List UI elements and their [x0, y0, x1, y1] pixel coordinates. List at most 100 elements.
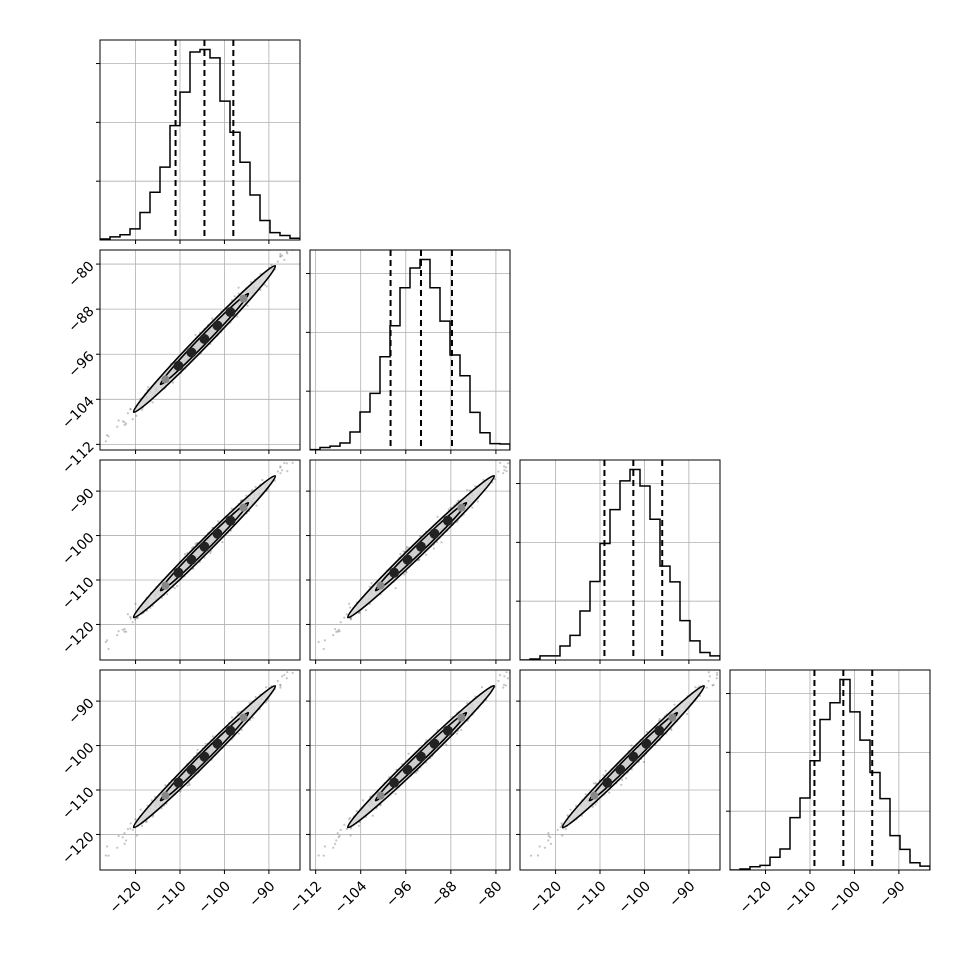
- histogram-step: [100, 48, 300, 240]
- sample-point: [497, 470, 500, 473]
- sample-point: [417, 558, 420, 562]
- histogram-step: [310, 258, 510, 450]
- sample-point: [187, 782, 191, 785]
- density-dot: [429, 528, 440, 539]
- sample-point: [343, 616, 346, 619]
- sample-point: [280, 675, 284, 678]
- density-dot: [415, 541, 426, 552]
- sample-point: [515, 457, 517, 459]
- sample-point: [504, 466, 508, 469]
- sample-point: [129, 827, 132, 830]
- sample-point: [139, 808, 142, 811]
- sample-point: [279, 255, 282, 258]
- y-tick-label: −80: [65, 258, 97, 290]
- sample-point: [418, 535, 422, 538]
- sample-point: [285, 462, 288, 465]
- sample-point: [503, 469, 506, 472]
- sample-point: [107, 647, 110, 651]
- density-dot: [402, 554, 413, 565]
- panel-frame: [99, 459, 301, 661]
- density-dot: [442, 515, 453, 526]
- sample-point: [349, 618, 353, 621]
- sample-point: [131, 418, 134, 421]
- sample-point: [217, 520, 220, 523]
- panel-1-0: −112−104−96−88−80: [59, 249, 301, 478]
- sample-point: [322, 647, 325, 651]
- sample-point: [251, 488, 254, 492]
- sample-point: [196, 748, 199, 751]
- sample-point: [123, 421, 126, 424]
- sample-point: [405, 548, 408, 551]
- panel-frame: [99, 39, 301, 241]
- sample-point: [276, 679, 279, 683]
- sample-point: [436, 515, 439, 518]
- density-dot: [457, 503, 466, 512]
- density-dot: [199, 334, 210, 345]
- sample-point: [506, 462, 509, 465]
- sample-point: [425, 553, 428, 556]
- panel-content: [100, 40, 300, 240]
- sample-point: [440, 541, 443, 544]
- sample-point: [240, 728, 243, 731]
- sample-point: [236, 315, 239, 318]
- sample-point: [151, 401, 154, 404]
- sample-point: [134, 818, 137, 821]
- density-dot: [186, 554, 197, 565]
- y-tick-label: −112: [59, 439, 98, 478]
- sample-point: [286, 252, 289, 255]
- sample-point: [183, 553, 186, 556]
- sample-point: [279, 465, 282, 468]
- sample-point: [121, 420, 124, 423]
- panel-1-1: [306, 249, 511, 454]
- sample-point: [121, 836, 124, 839]
- sample-point: [345, 613, 348, 616]
- panel-content: [100, 670, 300, 870]
- sample-point: [116, 425, 119, 428]
- sample-point: [259, 288, 262, 292]
- sample-point: [237, 286, 240, 289]
- sample-point: [126, 412, 129, 415]
- sample-point: [179, 790, 182, 793]
- sample-point: [123, 630, 126, 633]
- sample-point: [502, 472, 505, 475]
- sample-point: [173, 587, 176, 590]
- panel-2-0: −120−110−100−90: [59, 459, 301, 664]
- sample-point: [194, 333, 197, 337]
- sample-point: [123, 423, 126, 427]
- sample-point: [498, 461, 502, 465]
- sample-point: [121, 628, 124, 631]
- sample-point: [261, 478, 264, 482]
- sample-point: [276, 470, 279, 473]
- sample-point: [233, 295, 236, 298]
- sample-point: [131, 621, 134, 624]
- sample-point: [171, 381, 175, 384]
- sample-point: [186, 784, 189, 787]
- sample-point: [370, 582, 373, 585]
- sample-point: [129, 408, 132, 411]
- sample-point: [283, 461, 286, 465]
- sample-point: [456, 520, 459, 524]
- sample-point: [279, 684, 282, 687]
- sample-point: [279, 466, 282, 469]
- sample-point: [104, 440, 107, 443]
- sample-point: [209, 551, 212, 554]
- sample-point: [105, 639, 109, 642]
- density-dot: [239, 503, 248, 512]
- sample-point: [502, 465, 506, 468]
- sample-point: [279, 683, 282, 687]
- y-tick-label: −110: [59, 574, 98, 613]
- sample-point: [166, 593, 169, 596]
- sample-point: [468, 489, 472, 492]
- panel-content: [310, 457, 517, 660]
- sample-point: [279, 254, 282, 258]
- sample-point: [230, 507, 233, 510]
- sample-point: [264, 686, 268, 689]
- sample-point: [145, 821, 148, 824]
- sample-point: [211, 317, 214, 320]
- sample-point: [349, 617, 352, 620]
- density-dot: [186, 347, 197, 358]
- sample-point: [405, 570, 408, 574]
- y-tick-label: −104: [59, 394, 98, 433]
- sample-point: [364, 608, 368, 612]
- sample-point: [204, 742, 207, 745]
